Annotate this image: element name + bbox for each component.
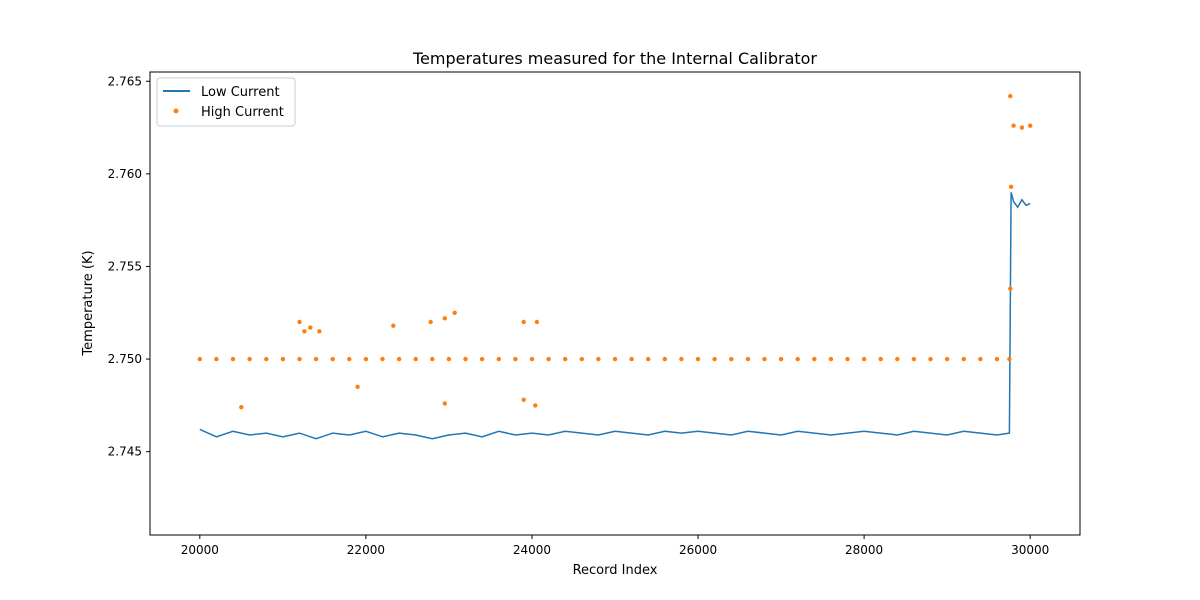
scatter-point-4	[264, 356, 269, 362]
scatter-point-60	[317, 329, 322, 334]
legend-label-high-current: High Current	[201, 105, 284, 120]
x-tick-label-22000: 22000	[347, 543, 385, 557]
scatter-point-17	[479, 356, 485, 362]
scatter-point-40	[861, 356, 867, 362]
scatter-point-3	[247, 356, 252, 362]
scatter-point-38	[828, 356, 834, 362]
y-tick-label-4: 2.765	[108, 74, 142, 88]
scatter-point-37	[812, 356, 817, 362]
y-tick-label-1: 2.750	[108, 352, 142, 366]
x-tick-label-28000: 28000	[845, 543, 883, 557]
scatter-point-8	[330, 356, 335, 362]
scatter-point-46	[961, 356, 966, 362]
scatter-point-22	[563, 356, 568, 362]
scatter-point-41	[878, 356, 883, 362]
scatter-point-32	[729, 356, 734, 362]
y-axis: 2.745 2.750 2.755 2.760 2.765	[108, 74, 150, 459]
scatter-point-55	[1028, 123, 1033, 128]
scatter-point-59	[308, 325, 313, 330]
scatter-point-1	[214, 356, 219, 362]
axes-frame	[149, 71, 1081, 536]
scatter-point-42	[895, 356, 900, 362]
scatter-point-0	[197, 356, 202, 362]
legend-box	[156, 77, 296, 127]
scatter-point-14	[430, 356, 435, 362]
y-tick-label-0: 2.745	[108, 445, 142, 459]
scatter-point-44	[928, 356, 933, 362]
scatter-point-43	[911, 356, 917, 362]
scatter-point-23	[579, 356, 584, 362]
scatter-point-21	[546, 356, 551, 362]
scatter-point-26	[629, 356, 634, 362]
chart-title: Temperatures measured for the Internal C…	[412, 49, 817, 68]
scatter-point-36	[795, 356, 800, 362]
scatter-point-18	[496, 356, 501, 362]
series-line-low-current	[199, 192, 1031, 440]
scatter-point-35	[778, 356, 784, 362]
scatter-point-33	[745, 356, 751, 362]
scatter-point-51	[1008, 184, 1014, 189]
scatter-point-57	[297, 319, 302, 325]
legend: Low Current High Current	[156, 77, 296, 127]
x-axis-label: Record Index	[573, 563, 658, 578]
scatter-point-50	[1008, 286, 1013, 291]
scatter-point-49	[1007, 356, 1012, 362]
scatter-point-6	[297, 356, 302, 362]
scatter-point-66	[442, 401, 447, 406]
scatter-point-7	[313, 356, 319, 362]
x-tick-label-26000: 26000	[679, 543, 717, 557]
y-tick-label-2: 2.755	[108, 259, 142, 273]
scatter-point-15	[446, 356, 452, 362]
x-tick-label-24000: 24000	[513, 543, 551, 557]
scatter-point-11	[380, 356, 385, 362]
scatter-point-28	[662, 356, 667, 362]
scatter-point-48	[994, 356, 1000, 362]
scatter-point-2	[230, 356, 236, 362]
legend-label-low-current: Low Current	[201, 85, 280, 100]
x-tick-label-20000: 20000	[181, 543, 219, 557]
scatter-point-20	[529, 356, 535, 362]
scatter-point-52	[1008, 93, 1013, 99]
scatter-point-24	[596, 356, 601, 362]
scatter-point-63	[428, 319, 433, 325]
y-tick-label-3: 2.760	[108, 167, 142, 181]
scatter-point-47	[978, 356, 983, 362]
scatter-point-34	[762, 356, 767, 362]
scatter-point-29	[679, 356, 684, 362]
scatter-point-9	[347, 356, 352, 362]
scatter-point-70	[533, 403, 538, 408]
scatter-point-12	[396, 356, 402, 362]
scatter-point-39	[845, 356, 850, 362]
x-tick-label-30000: 30000	[1011, 543, 1049, 557]
scatter-point-5	[280, 356, 286, 362]
legend-dot-icon	[173, 108, 179, 114]
scatter-point-16	[463, 356, 468, 362]
scatter-point-68	[534, 319, 540, 325]
scatter-point-62	[391, 323, 396, 328]
scatter-point-58	[302, 329, 307, 334]
scatter-point-13	[413, 356, 418, 362]
x-axis: 20000 22000 24000 26000 28000 30000	[181, 535, 1049, 557]
scatter-point-10	[363, 356, 369, 362]
y-axis-label: Temperature (K)	[81, 250, 96, 356]
scatter-point-54	[1019, 125, 1025, 130]
scatter-point-45	[944, 356, 950, 362]
scatter-point-64	[442, 316, 447, 321]
scatter-point-27	[646, 356, 651, 362]
scatter-point-30	[695, 356, 701, 362]
scatter-point-53	[1011, 123, 1016, 128]
scatter-point-67	[521, 319, 526, 325]
scatter-point-25	[612, 356, 618, 362]
scatter-point-65	[452, 310, 457, 315]
plot-area	[197, 93, 1033, 440]
scatter-point-61	[355, 384, 360, 389]
scatter-point-56	[239, 405, 244, 410]
scatter-point-69	[521, 397, 526, 402]
scatter-point-19	[513, 356, 518, 362]
scatter-point-31	[712, 356, 717, 362]
